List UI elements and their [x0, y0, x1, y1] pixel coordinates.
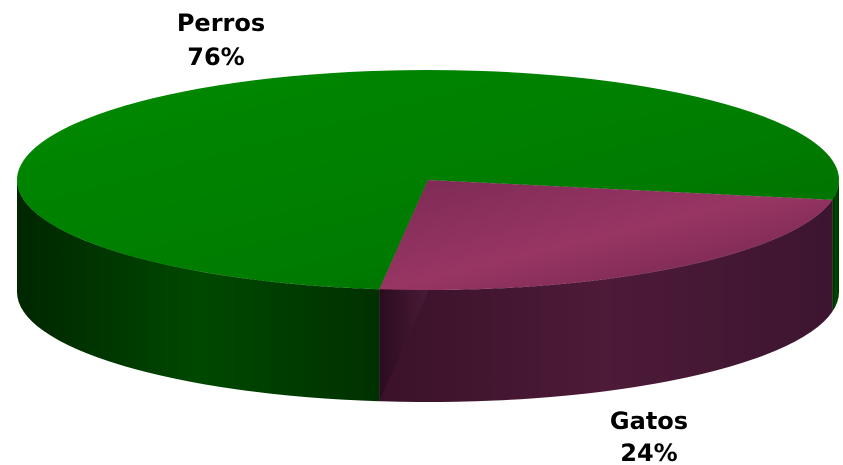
- slice-side-perros-right: [832, 180, 839, 312]
- slice-value-gatos: 24%: [620, 439, 677, 465]
- slice-side-gatos: [379, 199, 833, 402]
- slice-label-perros: Perros 76%: [177, 9, 265, 71]
- slice-gatos: [379, 180, 833, 290]
- slice-value-perros: 76%: [187, 43, 244, 71]
- slice-label-gatos: Gatos 24%: [610, 407, 688, 465]
- slice-perros: [17, 69, 840, 290]
- slice-name-perros: Perros: [177, 9, 265, 37]
- slice-name-gatos: Gatos: [610, 407, 688, 435]
- slice-side-perros-front: [17, 180, 380, 402]
